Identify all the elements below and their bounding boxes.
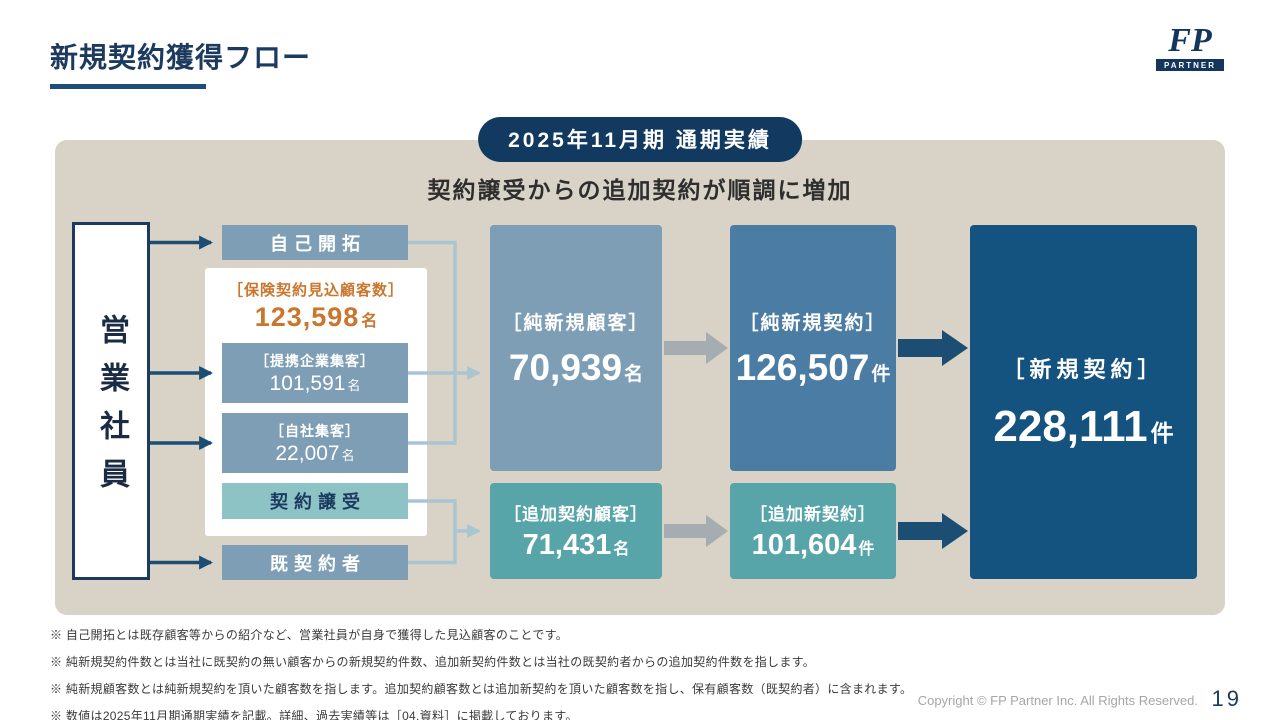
- title-underline: [50, 84, 206, 89]
- arrow-customers-to-contracts-bottom: [664, 515, 728, 547]
- arrow-customers-to-contracts-top: [664, 332, 728, 364]
- partner-sourcing-label: ［提携企業集客］: [255, 352, 375, 369]
- period-badge: 2025年11月期 通期実績: [478, 117, 802, 162]
- additional-new-contracts-label: ［追加新契約］: [750, 505, 876, 524]
- prospect-card: ［保険契約見込顧客数］ 123,598 名 ［提携企業集客］ 101,591 名 ［…: [205, 268, 427, 536]
- footnote-1: ※ 自己開拓とは既存顧客等からの紹介など、営業社員が自身で獲得した見込顧客のこと…: [50, 628, 569, 642]
- additional-customers-value: 71,431 名: [522, 529, 630, 561]
- pure-new-contracts-value: 126,507 件: [735, 346, 891, 388]
- prospect-label: ［保険契約見込顧客数］: [227, 282, 404, 299]
- prospect-value: 123,598 名: [205, 302, 427, 333]
- partner-sourcing-value: 101,591 名: [269, 371, 361, 395]
- pure-new-contracts-label: ［純新規契約］: [739, 312, 887, 334]
- page-number: 19: [1211, 686, 1242, 711]
- self-development-box: 自己開拓: [222, 225, 408, 260]
- footnote-3: ※ 純新規顧客数とは純新規契約を頂いた顧客数を指します。追加契約顧客数とは追加新…: [50, 682, 913, 696]
- prospect-number: 123,598: [254, 302, 360, 332]
- inhouse-sourcing-value: 22,007 名: [275, 441, 355, 465]
- additional-customers-box: ［追加契約顧客］ 71,431 名: [490, 483, 662, 579]
- pure-new-customers-value: 70,939 名: [508, 346, 644, 388]
- inhouse-sourcing-label: ［自社集客］: [270, 422, 360, 439]
- contract-transfer-box: 契約譲受: [222, 483, 408, 519]
- pure-new-customers-label: ［純新規顧客］: [502, 312, 650, 334]
- arrow-contracts-to-total-top: [898, 330, 968, 366]
- flow-panel: 契約譲受からの追加契約が順調に増加 営業社員 自己開拓 ［保険契約見込顧客数］ …: [55, 140, 1225, 615]
- prospect-unit: 名: [361, 313, 378, 330]
- additional-new-contracts-box: ［追加新契約］ 101,604 件: [730, 483, 896, 579]
- footnote-2: ※ 純新規契約件数とは当社に既契約の無い顧客からの新規契約件数、追加新契約件数と…: [50, 655, 816, 669]
- additional-new-contracts-value: 101,604 件: [751, 529, 875, 561]
- new-contracts-label: ［新規契約］: [1002, 357, 1165, 382]
- pure-new-contracts-box: ［純新規契約］ 126,507 件: [730, 225, 896, 471]
- page-title: 新規契約獲得フロー: [50, 42, 312, 73]
- new-contracts-box: ［新規契約］ 228,111 件: [970, 225, 1197, 579]
- copyright-text: Copyright © FP Partner Inc. All Rights R…: [917, 693, 1198, 708]
- logo-partner-text: PARTNER: [1156, 59, 1224, 71]
- logo-fp-text: FP: [1168, 22, 1212, 59]
- footnotes: ※ 自己開拓とは既存顧客等からの紹介など、営業社員が自身で獲得した見込顧客のこと…: [50, 626, 912, 720]
- self-development-label: 自己開拓: [270, 233, 366, 254]
- existing-customer-label: 既契約者: [270, 553, 366, 574]
- contract-transfer-label: 契約譲受: [270, 492, 366, 512]
- fp-partner-logo: FP PARTNER: [1156, 24, 1224, 71]
- pure-new-customers-box: ［純新規顧客］ 70,939 名: [490, 225, 662, 471]
- additional-customers-label: ［追加契約顧客］: [504, 505, 648, 524]
- arrow-contracts-to-total-bottom: [898, 513, 968, 549]
- partner-sourcing-box: ［提携企業集客］ 101,591 名: [222, 343, 408, 403]
- inhouse-sourcing-box: ［自社集客］ 22,007 名: [222, 413, 408, 473]
- sales-staff-box: 営業社員: [72, 222, 150, 580]
- sales-feeder-arrows: [150, 235, 214, 570]
- existing-customer-box: 既契約者: [222, 545, 408, 580]
- footnote-4: ※ 数値は2025年11月期通期実績を記載。詳細、過去実績等は［04.資料］に掲…: [50, 709, 578, 720]
- new-contracts-value: 228,111 件: [993, 402, 1174, 451]
- sales-staff-label: 営業社員: [95, 314, 128, 506]
- subtitle: 契約譲受からの追加契約が順調に増加: [427, 177, 853, 203]
